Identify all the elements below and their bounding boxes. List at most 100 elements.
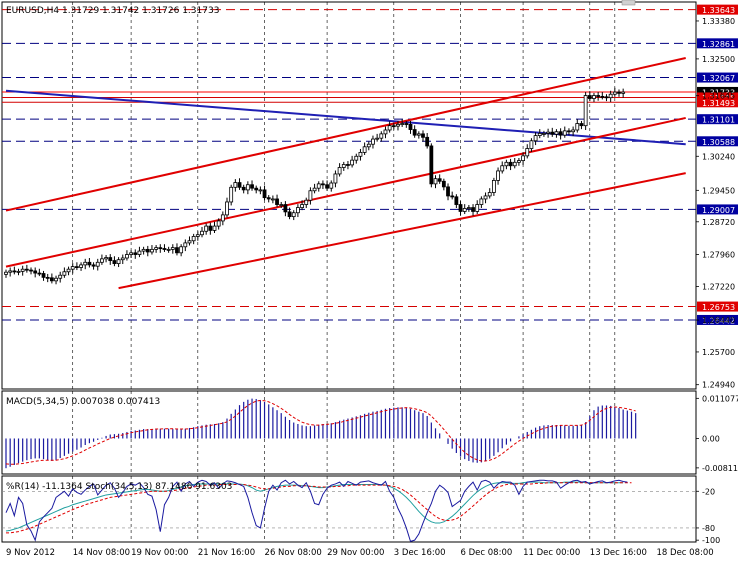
- candle-body: [20, 268, 25, 272]
- trendline-red-lower: [118, 172, 686, 290]
- candle-body: [592, 95, 596, 99]
- level-label-box: [697, 136, 738, 147]
- level-label: 1.32861: [702, 40, 735, 49]
- level-label-box: [697, 97, 738, 108]
- candle-body: [621, 91, 626, 94]
- candle-body: [425, 136, 430, 147]
- candle-body: [321, 183, 325, 186]
- candle-body: [496, 170, 500, 181]
- candle-body: [354, 155, 359, 161]
- x-tick-label: 21 Nov 16:00: [198, 548, 255, 558]
- x-tick-label: 6 Dec 08:00: [461, 548, 513, 558]
- candle-body: [462, 208, 467, 212]
- percent-r-line: [5, 479, 628, 543]
- candle-body: [54, 277, 58, 282]
- candle-body: [87, 261, 92, 266]
- candle-body: [74, 266, 79, 269]
- candle-body: [579, 123, 584, 127]
- candle-body: [400, 123, 405, 125]
- candle-body: [571, 129, 576, 133]
- candle-body: [371, 138, 375, 145]
- candle-body: [337, 167, 342, 175]
- candle-body: [66, 268, 71, 273]
- candle-body: [100, 258, 104, 263]
- candle-body: [125, 254, 129, 259]
- candle-body: [346, 164, 350, 166]
- level-label-box: [697, 4, 738, 15]
- level-label-box: [697, 38, 738, 49]
- candle-body: [191, 236, 196, 242]
- candle-body: [466, 207, 471, 209]
- oscillator-label: %R(14) -11.1364 Stoch(34,5,13) 87.1486 9…: [6, 482, 232, 492]
- candle-body: [512, 161, 517, 167]
- expand-icon[interactable]: [621, 0, 636, 6]
- candle-body: [287, 211, 292, 218]
- candle-body: [304, 199, 309, 205]
- candle-body: [491, 180, 496, 193]
- candle-body: [166, 248, 171, 251]
- x-tick-label: 13 Dec 16:00: [590, 548, 647, 558]
- candle-body: [408, 123, 413, 130]
- candle-body: [95, 261, 100, 267]
- y-tick-label: 1.31645: [702, 92, 735, 101]
- candle-body: [283, 204, 288, 213]
- candle-body: [450, 195, 455, 198]
- x-tick-label: 3 Dec 16:00: [394, 548, 446, 558]
- candle-body: [258, 189, 263, 192]
- level-label: 1.33643: [702, 6, 735, 15]
- y-tick-label: 1.28720: [702, 218, 735, 227]
- candle-body: [41, 273, 46, 278]
- candle-body: [16, 270, 21, 273]
- candle-body: [479, 198, 484, 205]
- candle-body: [329, 182, 334, 189]
- candle-body: [291, 212, 296, 218]
- candle-body: [433, 178, 438, 185]
- candle-body: [446, 186, 450, 197]
- candle-body: [270, 198, 275, 201]
- trendlines: [5, 57, 686, 290]
- candle-body: [154, 247, 159, 250]
- candle-body: [575, 123, 580, 131]
- chart-header: EURUSD,H4 1.31729 1.31742 1.31726 1.3173…: [6, 6, 219, 16]
- y-tick-label: 1.30240: [702, 152, 735, 161]
- candle-body: [212, 225, 217, 231]
- candle-body: [120, 257, 125, 261]
- x-tick-label: 19 Nov 00:00: [131, 548, 188, 558]
- level-label-box: [697, 301, 738, 312]
- candle-body: [275, 198, 279, 205]
- stoch-signal-line: [6, 482, 632, 534]
- candle-body: [396, 123, 400, 127]
- candle-body: [150, 248, 154, 253]
- candle-body: [391, 125, 396, 128]
- level-label: 1.30588: [702, 138, 735, 147]
- candle-body: [229, 186, 234, 203]
- candle-body: [295, 207, 300, 214]
- candle-body: [133, 252, 138, 255]
- candle-body: [383, 129, 388, 135]
- y-tick-label: 1.32500: [702, 55, 735, 64]
- candle-body: [33, 270, 38, 274]
- candle-body: [500, 165, 505, 172]
- candle-body: [262, 189, 267, 199]
- level-label-box: [697, 86, 738, 97]
- candle-body: [137, 250, 142, 255]
- candle-body: [537, 133, 542, 136]
- level-label: 1.31493: [702, 99, 735, 108]
- macd-tick-label: 0.011077: [702, 394, 738, 403]
- candle-body: [562, 130, 567, 136]
- candle-body: [554, 131, 559, 135]
- candle-body: [220, 214, 225, 222]
- trendline-blue: [5, 89, 686, 146]
- candle-body: [37, 272, 42, 275]
- level-label: 1.26753: [702, 303, 735, 312]
- candle-body: [546, 131, 550, 134]
- candle-body: [550, 131, 555, 135]
- x-tick-label: 29 Nov 00:00: [327, 548, 384, 558]
- candle-body: [325, 184, 329, 189]
- candle-body: [241, 186, 246, 191]
- level-label-box: [697, 72, 738, 83]
- horizontal-levels: 1.336431.328611.320671.317331.316051.314…: [2, 4, 738, 325]
- candle-body: [475, 204, 480, 212]
- candle-body: [45, 276, 50, 279]
